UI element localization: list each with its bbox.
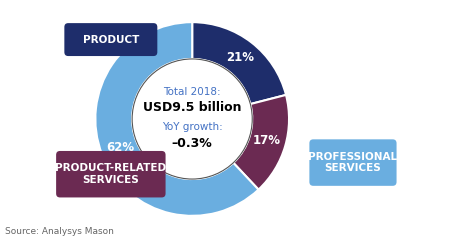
Wedge shape: [95, 22, 258, 216]
Text: PROFESSIONAL
SERVICES: PROFESSIONAL SERVICES: [308, 152, 398, 174]
Circle shape: [132, 59, 252, 179]
Text: –0.3%: –0.3%: [172, 137, 213, 150]
Text: 17%: 17%: [253, 134, 281, 147]
Text: YoY growth:: YoY growth:: [162, 122, 223, 132]
Text: Total 2018:: Total 2018:: [164, 87, 221, 97]
Wedge shape: [192, 22, 286, 104]
Text: PRODUCT: PRODUCT: [82, 35, 139, 45]
FancyBboxPatch shape: [56, 151, 165, 198]
FancyBboxPatch shape: [65, 23, 158, 56]
Text: USD9.5 billion: USD9.5 billion: [143, 101, 241, 114]
Text: 62%: 62%: [106, 141, 134, 154]
FancyBboxPatch shape: [310, 139, 397, 186]
Text: 21%: 21%: [226, 51, 254, 64]
Text: PRODUCT-RELATED
SERVICES: PRODUCT-RELATED SERVICES: [55, 164, 166, 185]
Wedge shape: [233, 95, 289, 190]
Text: Source: Analysys Mason: Source: Analysys Mason: [5, 227, 114, 236]
